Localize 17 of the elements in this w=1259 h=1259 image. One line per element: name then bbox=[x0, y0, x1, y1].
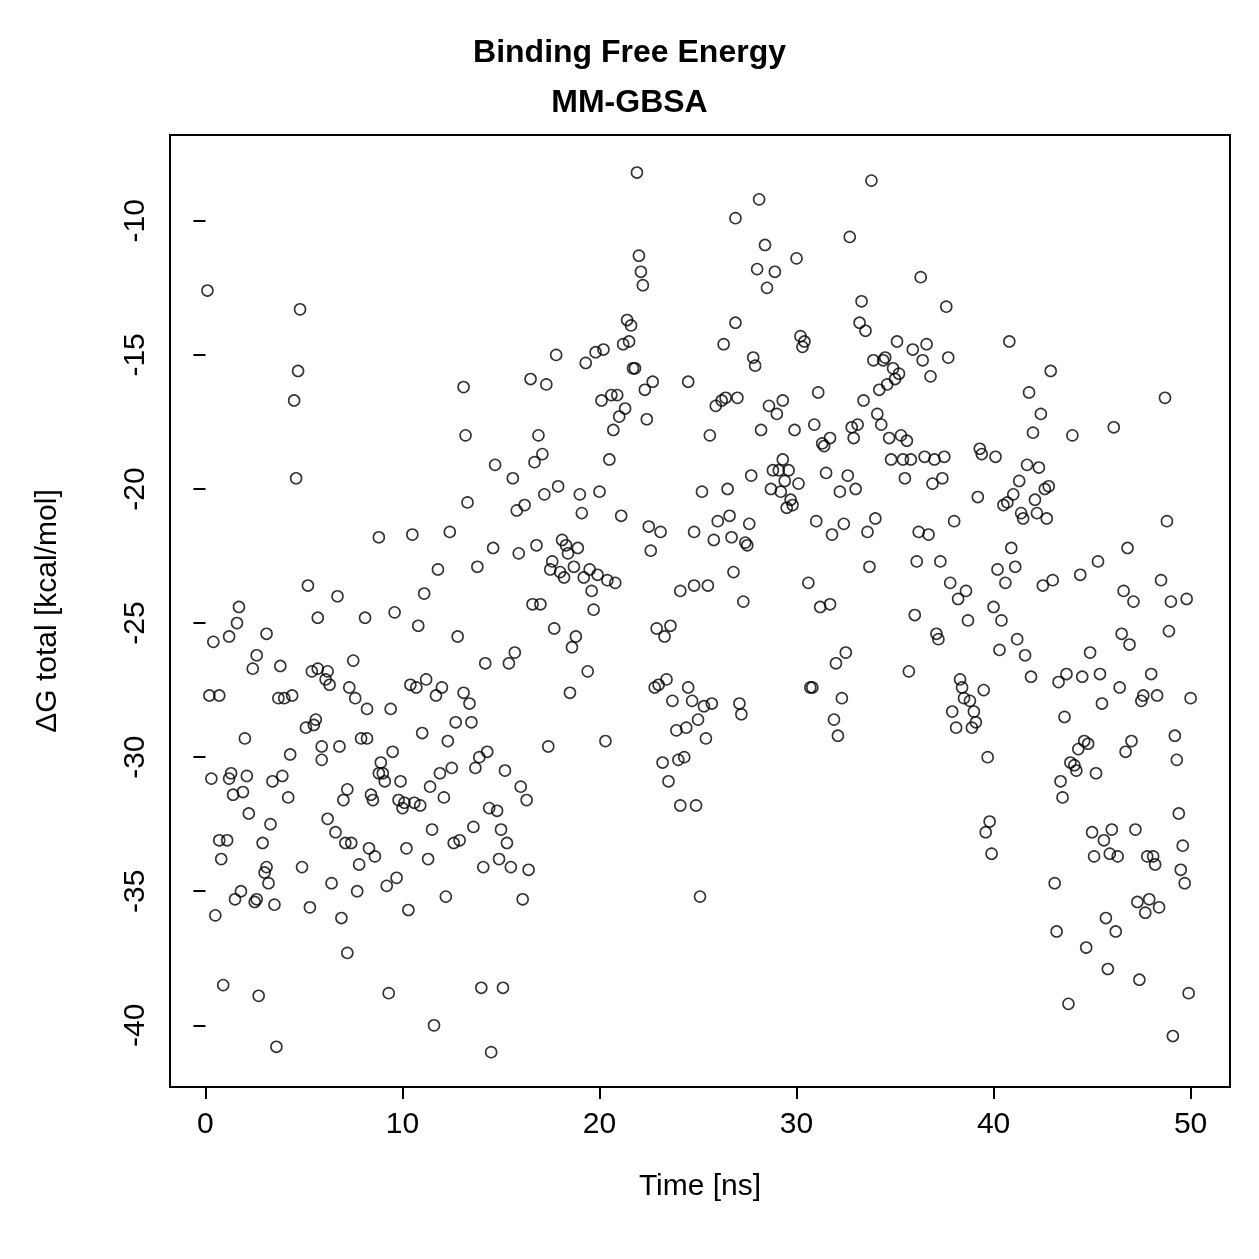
x-tick-label: 0 bbox=[197, 1105, 214, 1139]
y-tick-label: -25 bbox=[116, 601, 150, 645]
y-tick-label: -15 bbox=[116, 333, 150, 377]
x-tick-label: 50 bbox=[1173, 1105, 1208, 1139]
y-tick-label: -10 bbox=[116, 199, 150, 243]
x-tick-label: 30 bbox=[779, 1105, 814, 1139]
chart-subtitle: MM-GBSA bbox=[551, 83, 708, 119]
y-tick-label: -20 bbox=[116, 467, 150, 511]
y-tick-label: -35 bbox=[116, 869, 150, 913]
x-tick-label: 40 bbox=[976, 1105, 1011, 1139]
x-tick-label: 10 bbox=[385, 1105, 420, 1139]
y-tick-label: -30 bbox=[116, 735, 150, 779]
x-axis-title: Time [ns] bbox=[638, 1167, 762, 1201]
x-tick-label: 20 bbox=[582, 1105, 617, 1139]
y-axis-title: ΔG total [kcal/mol] bbox=[28, 489, 62, 733]
chart-title: Binding Free Energy bbox=[473, 33, 787, 69]
y-tick-label: -40 bbox=[116, 1003, 150, 1047]
